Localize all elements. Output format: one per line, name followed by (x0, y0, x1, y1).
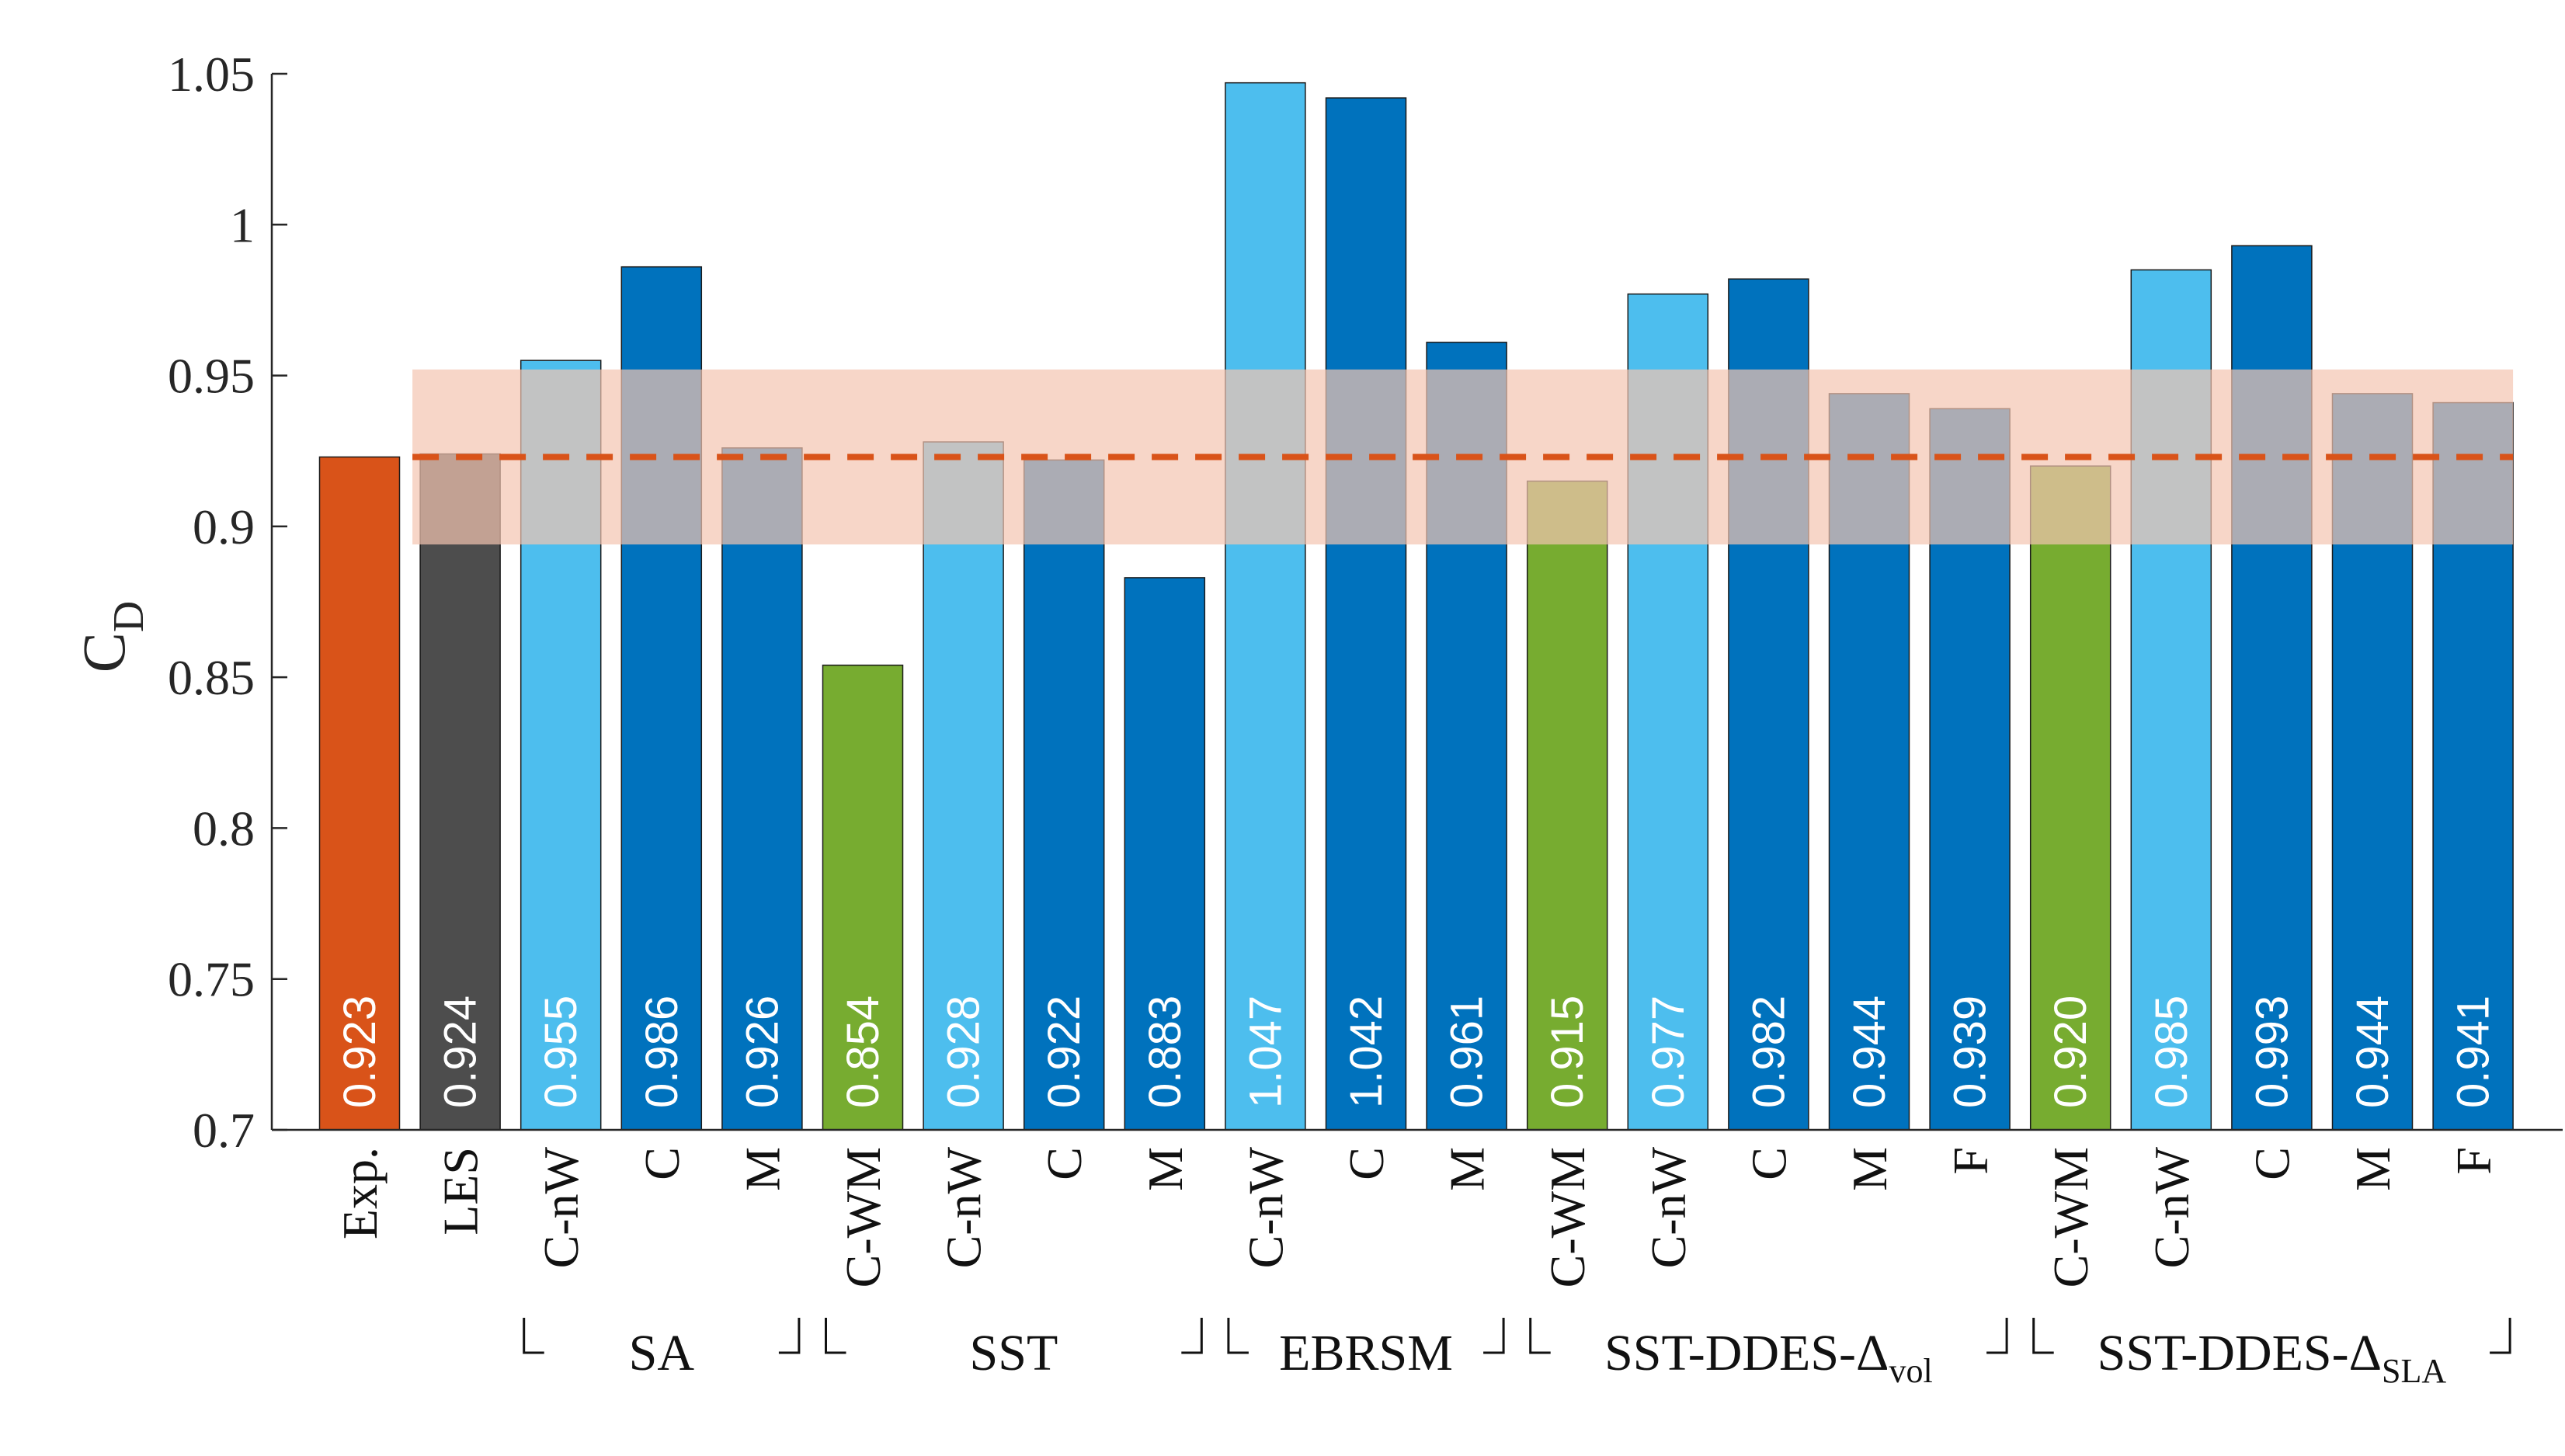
group-bracket-right-1 (1181, 1318, 1203, 1354)
group-bracket-left-2 (1227, 1318, 1249, 1354)
bar-7 (1023, 459, 1105, 1131)
category-label-11: M (1440, 1147, 1495, 1191)
category-label-3: C (634, 1147, 690, 1180)
group-bracket-right-2 (1483, 1318, 1505, 1354)
group-bracket-left-4 (2032, 1318, 2054, 1354)
bar-value-label-16: 0.939 (1945, 996, 1996, 1108)
category-label-6: C-nW (937, 1146, 992, 1268)
category-label-9: C-nW (1238, 1146, 1293, 1268)
bar-1 (419, 453, 501, 1131)
bar-value-label-5: 0.854 (838, 996, 888, 1108)
category-label-20: M (2345, 1147, 2400, 1191)
group-bracket-left-0 (523, 1318, 544, 1354)
category-label-15: M (1842, 1147, 1897, 1191)
bar-value-label-17: 0.920 (2045, 996, 2096, 1108)
bar-value-label-9: 1.047 (1240, 996, 1291, 1108)
bar-value-label-11: 0.961 (1442, 996, 1493, 1108)
category-label-17: C-WM (2043, 1147, 2098, 1287)
group-label-subscript-4: SLA (2382, 1352, 2446, 1390)
category-labels-layer: Exp. LES C-nW C M C-WM C-nW C M C-nW C M C-WM C-nW C M F… (332, 1146, 2501, 1287)
group-labels-layer: SA SST EBRSM SST-DDES-Δvol SST-DDES-ΔSLA (523, 1318, 2511, 1390)
category-label-12: C-WM (1540, 1147, 1595, 1287)
bar-value-label-6: 0.928 (939, 996, 989, 1108)
bar-value-label-13: 0.977 (1643, 996, 1694, 1108)
group-bracket-right-3 (1986, 1318, 2008, 1354)
category-label-7: C (1037, 1147, 1092, 1180)
axes-layer: 0.7 0.75 0.8 0.85 0.9 0.95 1 1.05 (168, 47, 2563, 1158)
bar-value-label-10: 1.042 (1341, 996, 1392, 1108)
band-layer (412, 369, 2514, 545)
category-label-21: F (2446, 1147, 2501, 1175)
category-label-1: LES (433, 1147, 488, 1235)
y-tick-label-3: 0.85 (168, 650, 255, 705)
group-bracket-right-4 (2490, 1318, 2511, 1354)
category-label-8: M (1138, 1147, 1193, 1191)
bar-12 (1526, 480, 1608, 1131)
group-bracket-right-0 (778, 1318, 801, 1354)
bar-value-label-0: 0.923 (335, 996, 385, 1108)
value-labels-layer: 0.923 0.924 0.955 0.986 0.926 0.854 0.928 0.922… (335, 996, 2499, 1108)
bar-value-label-18: 0.985 (2146, 996, 2197, 1108)
bar-0 (318, 456, 401, 1131)
category-label-4: M (735, 1147, 790, 1191)
bar-value-label-21: 0.941 (2449, 996, 2499, 1108)
category-label-18: C-nW (2144, 1146, 2199, 1268)
category-label-13: C-nW (1641, 1146, 1696, 1268)
group-label-1: SST (970, 1325, 1058, 1381)
group-label-subscript-3: vol (1889, 1352, 1932, 1390)
group-bracket-left-1 (825, 1318, 846, 1354)
bar-5 (822, 664, 904, 1131)
group-label-3: SST-DDES-Δvol (1604, 1325, 1933, 1390)
y-tick-label-0: 0.7 (193, 1103, 255, 1158)
bar-9 (1225, 82, 1306, 1131)
bar-10 (1325, 97, 1407, 1131)
group-label-text-0: SA (629, 1325, 695, 1381)
y-axis-label-sub: D (105, 601, 153, 632)
y-tick-label-1: 0.75 (168, 952, 255, 1007)
group-label-text-4: SST-DDES-Δ (2098, 1325, 2382, 1381)
category-label-0: Exp. (332, 1147, 388, 1239)
bar-value-label-7: 0.922 (1039, 996, 1090, 1108)
bar-value-label-20: 0.944 (2348, 996, 2398, 1108)
bar-value-label-8: 0.883 (1140, 996, 1190, 1108)
category-label-2: C-nW (534, 1146, 589, 1268)
bar-value-label-1: 0.924 (436, 996, 486, 1108)
group-label-text-1: SST (970, 1325, 1058, 1381)
group-label-0: SA (629, 1325, 695, 1381)
bar-value-label-19: 0.993 (2247, 996, 2297, 1108)
bar-value-label-2: 0.955 (536, 996, 586, 1108)
category-label-19: C (2244, 1147, 2299, 1180)
bar-value-label-12: 0.915 (1542, 996, 1593, 1108)
y-tick-label-2: 0.8 (193, 801, 255, 856)
group-label-text-2: EBRSM (1279, 1325, 1453, 1381)
category-label-10: C (1339, 1147, 1394, 1180)
group-label-2: EBRSM (1279, 1325, 1453, 1381)
y-tick-label-4: 0.9 (193, 499, 255, 554)
bar-value-label-3: 0.986 (637, 996, 687, 1108)
bars-layer (318, 82, 2514, 1131)
bar-value-label-4: 0.926 (737, 996, 787, 1108)
y-axis-label: CD (70, 601, 153, 672)
y-tick-label-7: 1.05 (168, 47, 255, 102)
group-label-4: SST-DDES-ΔSLA (2098, 1325, 2447, 1390)
category-label-14: C (1741, 1147, 1796, 1180)
category-label-16: F (1943, 1147, 1998, 1175)
bar-value-label-14: 0.982 (1743, 996, 1794, 1108)
y-tick-label-5: 0.95 (168, 349, 255, 404)
bar-17 (2029, 465, 2111, 1131)
bar-4 (721, 447, 803, 1131)
y-axis-label-main: C (70, 632, 137, 672)
group-label-text-3: SST-DDES-Δ (1604, 1325, 1889, 1381)
category-label-5: C-WM (836, 1147, 891, 1287)
y-tick-label-6: 1 (230, 197, 255, 252)
group-bracket-left-3 (1529, 1318, 1551, 1354)
bar-value-label-15: 0.944 (1844, 996, 1895, 1108)
